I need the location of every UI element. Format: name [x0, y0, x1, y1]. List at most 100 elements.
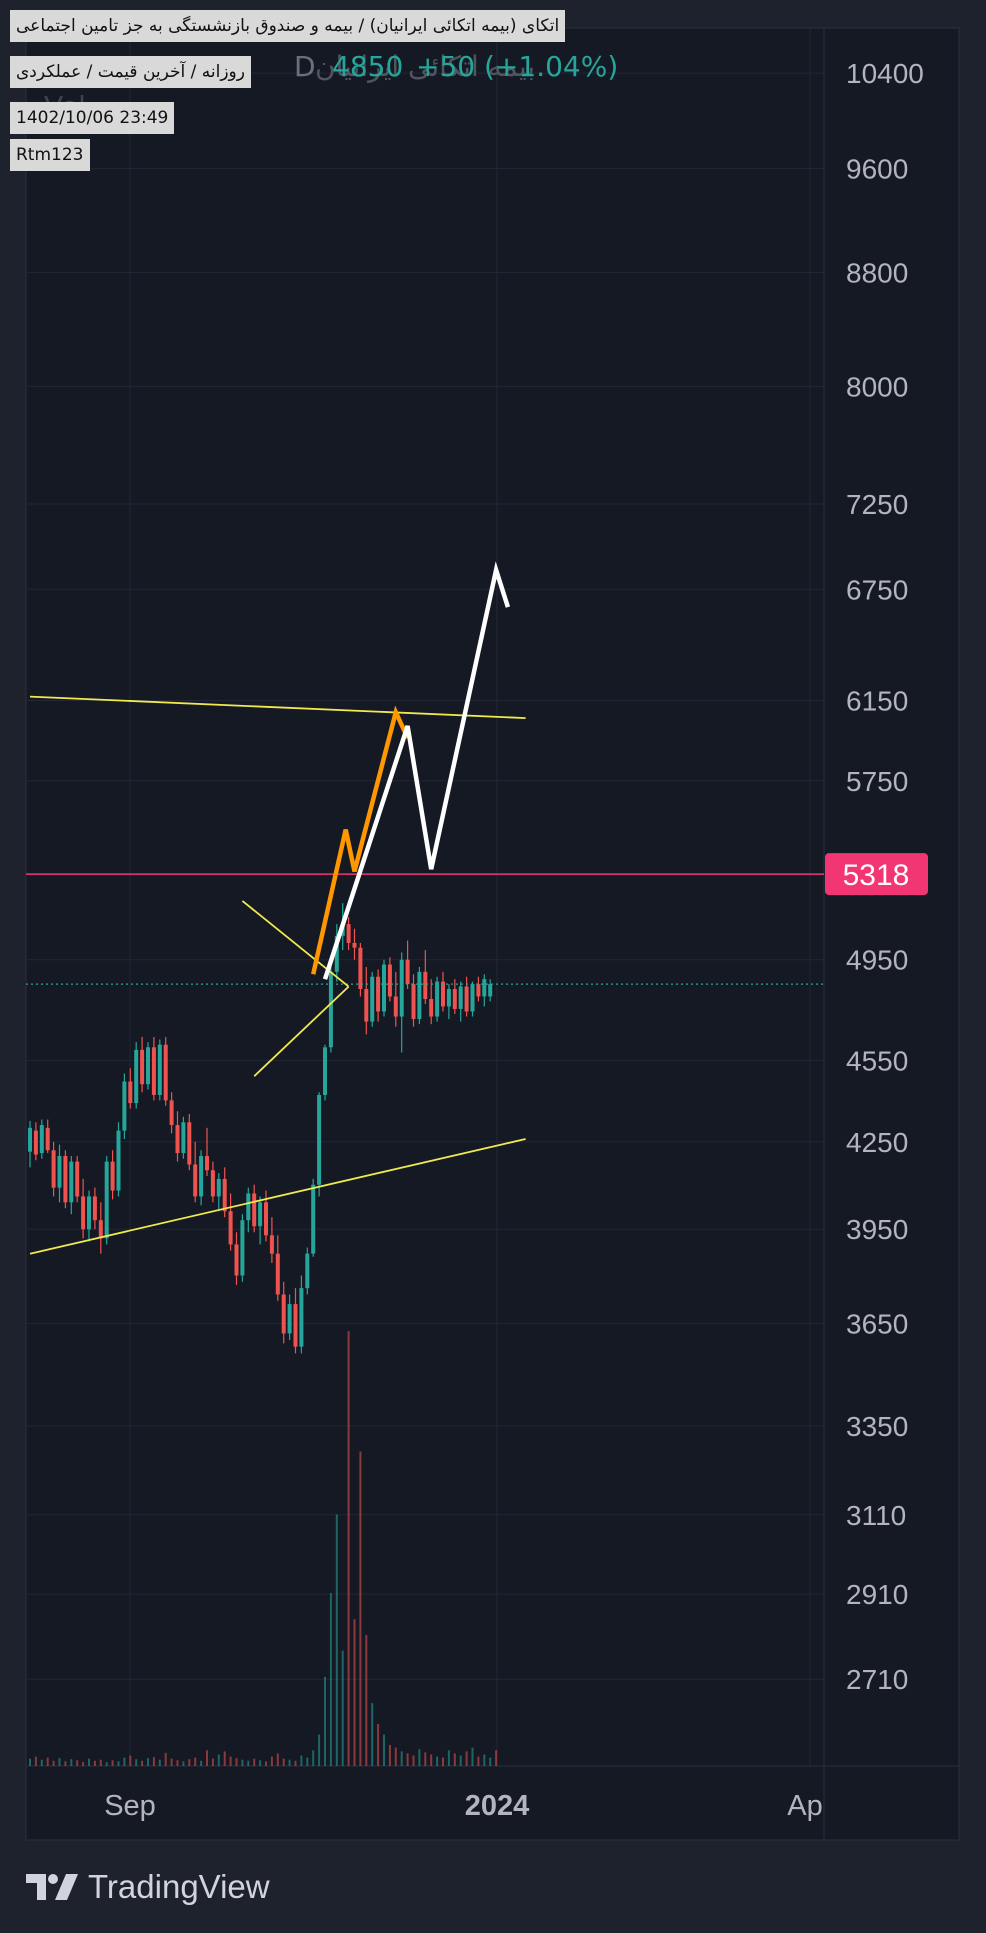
candle-body [157, 1044, 162, 1095]
info-author: Rtm123 [10, 139, 90, 172]
volume-bar [188, 1759, 191, 1766]
volume-bar [471, 1747, 474, 1766]
candle-body [146, 1047, 150, 1085]
volume-bar [247, 1760, 250, 1766]
candle-body [33, 1130, 38, 1155]
candle-body [346, 924, 351, 943]
volume-bar [400, 1751, 403, 1766]
volume-bar [424, 1752, 427, 1766]
volume-bar [64, 1761, 67, 1766]
candle-body [45, 1127, 50, 1151]
volume-bar [164, 1752, 167, 1766]
candle-body [193, 1164, 198, 1197]
volume-bar [206, 1750, 208, 1766]
lower-trendline [29, 1138, 526, 1255]
tradingview-wordmark: TradingView [88, 1868, 270, 1905]
legend-price: 4850 [332, 50, 403, 83]
candle-body [429, 998, 434, 1017]
price-tick-label: 2910 [846, 1579, 908, 1610]
info-subtitle: روزانه / آخرین قیمت / عملکردی [10, 56, 251, 89]
volume-bar [341, 1650, 344, 1766]
candle-body [246, 1193, 251, 1221]
candle-body [393, 996, 398, 1017]
grid [26, 28, 959, 1840]
candle-body [169, 1100, 174, 1126]
price-tick-label: 8000 [846, 371, 908, 402]
legend-name: بیمه اتکائی ایرانیان [315, 50, 535, 83]
candle-body [323, 1047, 327, 1095]
volume-bar [394, 1747, 397, 1766]
candle-body [387, 964, 392, 997]
price-axis[interactable]: 10400 9600 8800 8000 7250 6750 6150 5750 4950 455… [846, 58, 924, 1695]
volume-bar [194, 1757, 197, 1766]
candle-body [210, 1170, 215, 1197]
tradingview-logo[interactable]: TradingView [26, 1868, 270, 1906]
volume-bar [383, 1734, 385, 1766]
volume-bar [465, 1751, 468, 1766]
volume-bar [176, 1760, 179, 1766]
candle-body [264, 1202, 268, 1236]
volume-bar [40, 1759, 43, 1766]
volume-bar [141, 1760, 144, 1766]
time-axis[interactable]: Sep 2024 Ap [104, 1790, 823, 1822]
volume-bar [359, 1451, 362, 1766]
volume-bar [147, 1758, 149, 1766]
volume-bar [282, 1758, 285, 1766]
volume-bar [442, 1757, 444, 1766]
volume-bar [453, 1753, 456, 1766]
candle-body [163, 1044, 168, 1101]
candle-body [470, 984, 475, 1012]
chart-frame [25, 27, 960, 1841]
volume-bar [418, 1749, 421, 1766]
volume-bar [259, 1760, 262, 1766]
candle-body [175, 1125, 180, 1154]
volume-bar [265, 1761, 267, 1766]
price-level-badge [825, 853, 928, 896]
candle-body [458, 986, 463, 1009]
price-tick-label: 6150 [846, 685, 908, 716]
price-tick-label: 3950 [846, 1214, 908, 1245]
volume-bar [276, 1753, 279, 1766]
volume-bar [430, 1754, 433, 1766]
volume-bar [306, 1757, 309, 1766]
volume-bar [135, 1759, 138, 1766]
volume-bar [129, 1755, 132, 1766]
candle-body [87, 1196, 91, 1230]
candle-body [352, 942, 357, 948]
volume-bar [329, 1593, 332, 1766]
volume-bar [294, 1760, 297, 1766]
volume-bar [200, 1760, 203, 1766]
candle-body [116, 1130, 121, 1191]
volume-bar [270, 1756, 273, 1766]
upper-trendline [29, 695, 526, 719]
info-datetime: 1402/10/06 23:49 [10, 102, 175, 135]
candle-body [128, 1081, 133, 1104]
volume-bar [82, 1761, 85, 1766]
volume-bar [93, 1760, 96, 1766]
volume-bar [46, 1757, 49, 1766]
candle-body [222, 1178, 227, 1212]
time-axis-label: 2024 [465, 1790, 530, 1822]
triangle-lower-edge [253, 985, 350, 1077]
candle-body [423, 971, 428, 999]
candlesticks [28, 903, 493, 1354]
price-tick-label: 4550 [846, 1045, 908, 1076]
volume-bar [318, 1734, 321, 1766]
candle-body [151, 1047, 156, 1095]
volume-bar [111, 1760, 114, 1766]
volume-bar [365, 1634, 368, 1766]
candle-body [69, 1161, 74, 1203]
volume-bar [406, 1753, 409, 1766]
candle-body [287, 1304, 292, 1334]
volume-bar [88, 1758, 90, 1766]
candle-body [39, 1125, 44, 1154]
volume-bar [123, 1757, 126, 1766]
price-levels: 5318 [26, 853, 928, 985]
price-tick-label: 2710 [846, 1664, 908, 1695]
volume-bar [324, 1676, 326, 1766]
volume-bar [170, 1758, 173, 1766]
candle-body [417, 971, 422, 1020]
volume-bar [300, 1755, 303, 1766]
time-axis-label: Sep [104, 1790, 156, 1822]
